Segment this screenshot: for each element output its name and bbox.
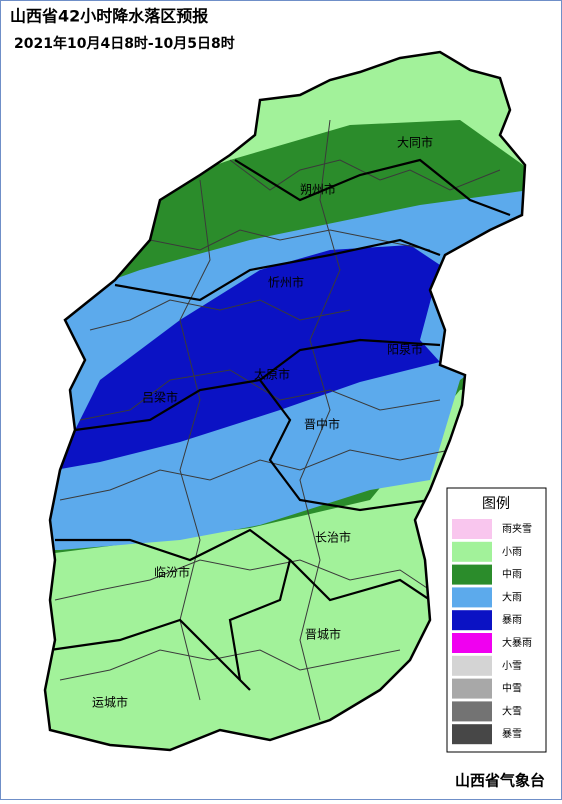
legend-label: 小雪 (502, 660, 522, 672)
legend-label: 雨夹雪 (502, 522, 532, 535)
legend-label: 暴雪 (502, 728, 522, 740)
legend-swatch (452, 724, 492, 745)
legend-swatch (452, 587, 492, 608)
city-label: 运城市 (92, 695, 128, 710)
city-label: 吕梁市 (142, 390, 178, 405)
legend-label: 大雪 (502, 704, 522, 717)
legend-label: 小雨 (502, 546, 522, 558)
legend-swatch (452, 564, 492, 585)
legend-swatch (452, 519, 492, 539)
legend-label: 中雨 (502, 568, 522, 581)
legend-swatch (452, 701, 492, 722)
legend-swatch (452, 633, 492, 653)
legend-title: 图例 (482, 496, 510, 512)
legend-swatch (452, 655, 492, 676)
city-label: 临汾市 (154, 565, 190, 580)
city-label: 晋中市 (304, 417, 340, 432)
city-label: 阳泉市 (387, 342, 423, 357)
province-outline (43, 50, 527, 752)
precip-area (55, 245, 440, 470)
city-label: 太原市 (254, 367, 290, 382)
legend-swatch (452, 678, 492, 699)
city-label: 晋城市 (305, 627, 341, 642)
legend-label: 暴雨 (502, 614, 522, 626)
city-label: 大同市 (397, 135, 433, 150)
subtitle: 2021年10月4日8时-10月5日8时 (14, 35, 235, 52)
legend-label: 大雨 (502, 590, 522, 603)
city-label: 忻州市 (268, 275, 304, 290)
legend-swatch (452, 541, 492, 562)
legend-label: 中雪 (502, 682, 522, 695)
city-label: 朔州市 (300, 182, 336, 197)
legend-label: 大暴雨 (502, 636, 532, 649)
city-borders (49, 158, 511, 691)
legend-swatch (452, 610, 492, 631)
footer: 山西省气象台 (455, 772, 545, 790)
county-borders (54, 119, 501, 721)
city-label: 长治市 (315, 530, 351, 545)
title: 山西省42小时降水落区预报 (10, 7, 208, 26)
